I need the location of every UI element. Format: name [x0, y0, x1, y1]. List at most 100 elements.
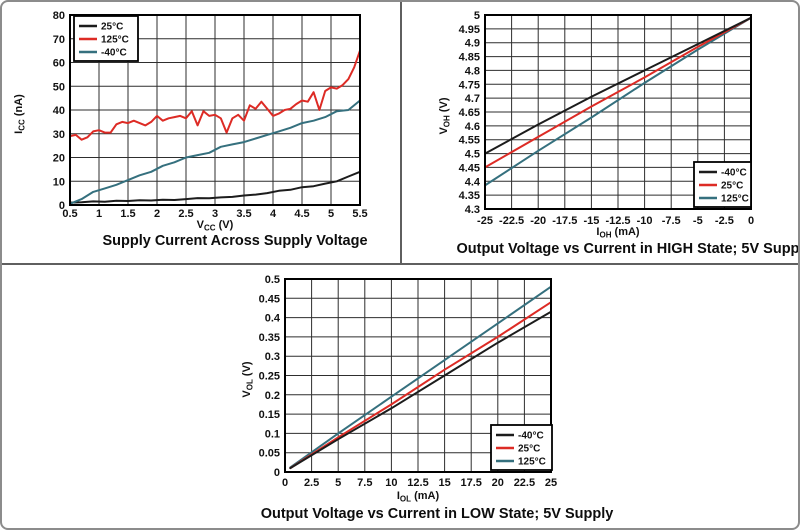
svg-text:-12.5: -12.5 — [605, 215, 630, 227]
legend-entry: 125°C — [79, 35, 129, 46]
svg-text:-40°C: -40°C — [518, 431, 544, 442]
y-axis-label: VOH (V) — [438, 97, 452, 134]
svg-text:4.5: 4.5 — [294, 208, 309, 220]
svg-text:125°C: 125°C — [721, 194, 749, 205]
plot-border — [284, 278, 552, 473]
svg-text:4.55: 4.55 — [459, 135, 480, 147]
svg-text:20: 20 — [53, 153, 65, 165]
svg-text:4.95: 4.95 — [459, 24, 480, 36]
svg-text:4.5: 4.5 — [465, 149, 480, 161]
svg-text:0.1: 0.1 — [265, 428, 280, 440]
svg-text:17.5: 17.5 — [460, 477, 481, 489]
svg-text:4.4: 4.4 — [465, 176, 481, 188]
svg-text:0.5: 0.5 — [62, 208, 77, 220]
svg-text:4: 4 — [270, 208, 277, 220]
panel-output-high: Output Voltage vs Current in HIGH State;… — [402, 2, 800, 263]
svg-text:4.85: 4.85 — [459, 52, 480, 64]
svg-text:0: 0 — [748, 215, 754, 227]
chart-supply: 0.5 1 1.5 2 2.5 3 3.5 4 4.5 5 5.5 0 10 20 30 40 50 60 70 80… — [13, 10, 368, 233]
svg-text:-40°C: -40°C — [721, 168, 747, 179]
svg-text:0: 0 — [59, 200, 65, 212]
svg-text:0.5: 0.5 — [265, 274, 280, 286]
svg-text:3: 3 — [212, 208, 218, 220]
svg-text:25°C: 25°C — [101, 22, 123, 33]
svg-text:5: 5 — [474, 10, 480, 22]
x-tick-labels: 0.5 1 1.5 2 2.5 3 3.5 4 4.5 5 5.5 — [62, 208, 367, 220]
series-25°C — [289, 301, 552, 470]
svg-text:25°C: 25°C — [518, 444, 540, 455]
svg-text:4.8: 4.8 — [465, 65, 480, 77]
svg-text:4.75: 4.75 — [459, 79, 480, 91]
x-axis-label: IOL (mA) — [397, 490, 440, 504]
svg-text:30: 30 — [53, 129, 65, 141]
svg-text:2: 2 — [154, 208, 160, 220]
svg-text:0.15: 0.15 — [259, 409, 280, 421]
svg-text:1.5: 1.5 — [120, 208, 135, 220]
legend-entry: 125°C — [496, 457, 546, 468]
svg-text:4.65: 4.65 — [459, 107, 480, 119]
legend: 25°C 125°C -40°C — [73, 15, 139, 62]
svg-text:0: 0 — [274, 467, 280, 479]
panel-divider-horizontal — [2, 263, 798, 265]
svg-text:7.5: 7.5 — [357, 477, 372, 489]
svg-text:0: 0 — [282, 477, 288, 489]
y-tick-labels: 0 0.05 0.1 0.15 0.2 0.25 0.3 0.35 0.4 0.45 0.5 — [259, 274, 281, 479]
svg-text:3.5: 3.5 — [236, 208, 251, 220]
svg-text:2.5: 2.5 — [178, 208, 193, 220]
svg-text:0.05: 0.05 — [259, 448, 280, 460]
legend-entry: 25°C — [496, 444, 540, 455]
series-125°C — [69, 49, 361, 141]
svg-text:5: 5 — [335, 477, 341, 489]
series--40°C — [484, 16, 752, 155]
series-25°C — [69, 170, 361, 204]
svg-text:-20: -20 — [530, 215, 546, 227]
plot-border — [484, 14, 752, 210]
svg-text:125°C: 125°C — [518, 457, 546, 468]
panel-divider-vertical — [400, 2, 402, 264]
x-tick-labels: -25 -22.5 -20 -17.5 -15 -12.5 -10 -7.5 -5 -2.5 0 — [477, 215, 754, 227]
chart-title-output-high: Output Voltage vs Current in HIGH State;… — [456, 241, 800, 257]
legend-entry: -40°C — [496, 431, 544, 442]
svg-text:10: 10 — [385, 477, 397, 489]
legend-entry: 25°C — [699, 181, 743, 192]
svg-text:-17.5: -17.5 — [552, 215, 577, 227]
series-25°C — [484, 16, 752, 169]
svg-text:4.7: 4.7 — [465, 93, 480, 105]
svg-text:2.5: 2.5 — [304, 477, 319, 489]
svg-text:-2.5: -2.5 — [715, 215, 734, 227]
y-axis-label: ICC (nA) — [13, 94, 27, 134]
y-axis-label: VOL (V) — [241, 361, 255, 398]
svg-text:-15: -15 — [583, 215, 599, 227]
svg-text:40: 40 — [53, 105, 65, 117]
series-125°C — [484, 16, 752, 187]
chart-voh: -25 -22.5 -20 -17.5 -15 -12.5 -10 -7.5 -5 -2.5 0 4.… — [438, 10, 754, 240]
x-axis-label: IOH (mA) — [596, 226, 640, 240]
svg-text:15: 15 — [438, 477, 450, 489]
svg-text:5: 5 — [328, 208, 334, 220]
svg-text:-5: -5 — [693, 215, 703, 227]
svg-text:4.45: 4.45 — [459, 162, 480, 174]
svg-text:25: 25 — [545, 477, 557, 489]
y-tick-labels: 0 10 20 30 40 50 60 70 80 — [53, 10, 65, 212]
svg-text:-25: -25 — [477, 215, 493, 227]
panel-output-low: Output Voltage vs Current in LOW State; … — [2, 265, 798, 528]
series-125°C — [289, 285, 552, 469]
chart-title-supply-current: Supply Current Across Supply Voltage — [102, 233, 368, 249]
legend: -40°C 25°C 125°C — [490, 424, 553, 471]
svg-text:-22.5: -22.5 — [499, 215, 524, 227]
legend-entry: 25°C — [79, 22, 123, 33]
svg-text:50: 50 — [53, 81, 65, 93]
svg-text:4.35: 4.35 — [459, 190, 480, 202]
x-tick-labels: 0 2.5 5 7.5 10 12.5 15 17.5 20 22.5 25 — [282, 477, 557, 489]
legend-entry: -40°C — [699, 168, 747, 179]
svg-text:20: 20 — [492, 477, 504, 489]
svg-text:0.45: 0.45 — [259, 293, 280, 305]
svg-text:125°C: 125°C — [101, 35, 129, 46]
svg-text:1: 1 — [96, 208, 102, 220]
svg-text:4.3: 4.3 — [465, 204, 480, 216]
svg-text:0.4: 0.4 — [265, 313, 281, 325]
chart-vol: 0 2.5 5 7.5 10 12.5 15 17.5 20 22.5 25 0 0.05 0.1 0.15… — [241, 274, 557, 504]
svg-text:-7.5: -7.5 — [662, 215, 681, 227]
svg-text:0.35: 0.35 — [259, 332, 280, 344]
